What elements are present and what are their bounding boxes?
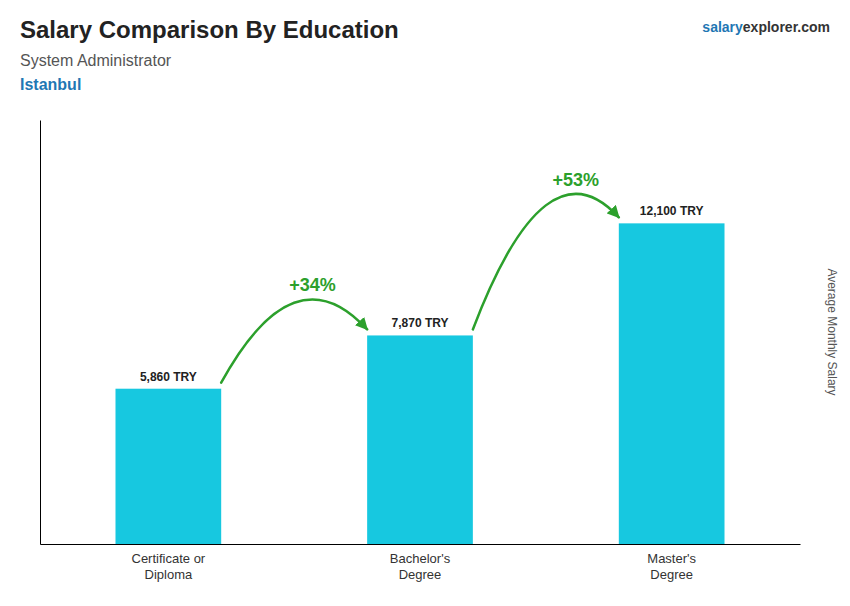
data-label: 7,870 TRY bbox=[392, 316, 449, 330]
growth-label: +34% bbox=[289, 275, 336, 295]
x-tick-label-line: Master's bbox=[647, 551, 696, 566]
data-label: 5,860 TRY bbox=[140, 370, 197, 384]
x-tick: Bachelor'sDegree bbox=[390, 551, 451, 582]
x-tick-label-line: Bachelor's bbox=[390, 551, 451, 566]
x-tick-label-line: Degree bbox=[650, 567, 693, 582]
chart: Salary Comparison By Education System Adm… bbox=[0, 0, 850, 606]
growth-arrows: +34% +53% bbox=[221, 170, 619, 383]
bar bbox=[619, 223, 725, 544]
watermark-part: .com bbox=[797, 19, 830, 35]
x-tick-label: Certificate orDiploma bbox=[131, 551, 205, 582]
bar bbox=[367, 335, 473, 544]
data-labels: 5,860 TRY 7,870 TRY 12,100 TRY bbox=[140, 204, 704, 383]
y-axis-title: Average Monthly Salary bbox=[825, 268, 839, 395]
watermark-part: salary bbox=[702, 19, 743, 35]
location: Istanbul bbox=[20, 76, 81, 93]
x-tick-label: Master'sDegree bbox=[647, 551, 696, 582]
watermark: salaryexplorer.com bbox=[702, 19, 830, 35]
title: Salary Comparison By Education bbox=[20, 16, 399, 43]
x-tick-label-line: Diploma bbox=[145, 567, 193, 582]
data-label: 12,100 TRY bbox=[640, 204, 704, 218]
x-tick-label-line: Certificate or bbox=[131, 551, 205, 566]
bar bbox=[115, 389, 221, 544]
x-axis: Certificate orDiplomaBachelor'sDegreeMas… bbox=[41, 545, 801, 583]
y-axis-line bbox=[40, 121, 41, 545]
y-axis bbox=[40, 121, 41, 545]
x-tick-label: Bachelor'sDegree bbox=[390, 551, 451, 582]
watermark-part: explorer bbox=[743, 19, 799, 35]
subtitle: System Administrator bbox=[20, 52, 172, 69]
x-tick: Certificate orDiploma bbox=[131, 551, 205, 582]
x-tick-label-line: Degree bbox=[399, 567, 442, 582]
x-axis-line bbox=[41, 544, 801, 545]
growth-arrow bbox=[473, 194, 619, 330]
x-tick: Master'sDegree bbox=[647, 551, 696, 582]
growth-arrow bbox=[221, 299, 367, 382]
bars bbox=[115, 223, 724, 544]
growth-label: +53% bbox=[552, 170, 599, 190]
